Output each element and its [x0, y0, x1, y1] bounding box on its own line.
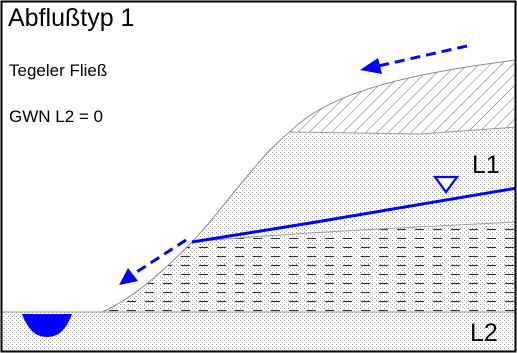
water-table-marker-icon [432, 175, 460, 194]
gwn-note: GWN L2 = 0 [9, 107, 104, 126]
aquitard-dashes [102, 222, 515, 312]
layer-l1-label: L1 [472, 151, 500, 179]
stream-water-body [22, 314, 72, 337]
hatched-base-line [289, 126, 515, 135]
hatched-top-layer [290, 60, 515, 134]
diagram-title: Abflußtyp 1 [8, 4, 135, 32]
layer-l1-saturated-zone [192, 188, 515, 242]
aquitard-top-line [191, 221, 515, 243]
flow-arrow-top-icon [360, 44, 468, 74]
water-table-line [191, 186, 515, 244]
terrain-surface-line [101, 59, 515, 313]
flow-arrow-slope-icon [119, 238, 187, 285]
layer-l1-upper-zone [192, 127, 515, 242]
diagram-subtitle: Tegeler Fließ [9, 61, 108, 80]
layer-l2-label: L2 [470, 319, 498, 347]
layer-l2 [2, 312, 515, 351]
